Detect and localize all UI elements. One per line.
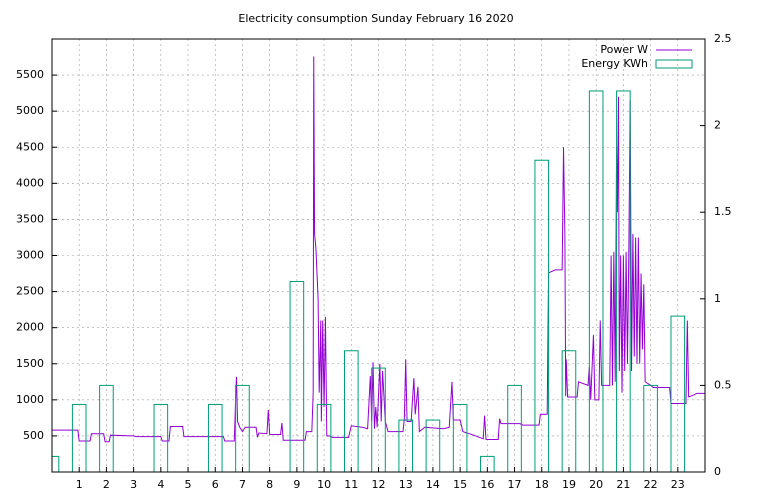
- y2-tick-label: 0: [714, 465, 721, 478]
- y-tick-label: 3000: [16, 249, 44, 262]
- y-tick-label: 500: [23, 429, 44, 442]
- x-tick-label: 6: [212, 478, 219, 491]
- y2-tick-label: 1: [714, 292, 721, 305]
- x-tick-label: 16: [480, 478, 494, 491]
- legend-label: Energy KWh: [581, 57, 648, 70]
- y-tick-label: 4000: [16, 176, 44, 189]
- energy-box: [289, 280, 305, 472]
- chart-title: Electricity consumption Sunday February …: [238, 12, 513, 25]
- y-tick-label: 3500: [16, 212, 44, 225]
- x-tick-label: 9: [293, 478, 300, 491]
- x-tick-label: 20: [589, 478, 603, 491]
- x-tick-label: 12: [372, 478, 386, 491]
- y2-tick-label: 0.5: [714, 378, 732, 391]
- x-tick-label: 1: [76, 478, 83, 491]
- y-tick-label: 5000: [16, 104, 44, 117]
- x-tick-label: 4: [157, 478, 164, 491]
- y-tick-label: 2000: [16, 321, 44, 334]
- y-tick-label: 5500: [16, 68, 44, 81]
- energy-box: [398, 419, 414, 472]
- x-tick-label: 21: [616, 478, 630, 491]
- x-tick-label: 14: [426, 478, 440, 491]
- x-tick-label: 18: [535, 478, 549, 491]
- energy-box: [616, 90, 631, 472]
- y2-tick-label: 1.5: [714, 205, 732, 218]
- x-tick-label: 10: [317, 478, 331, 491]
- x-tick-label: 13: [399, 478, 413, 491]
- x-tick-label: 22: [644, 478, 658, 491]
- x-tick-label: 3: [130, 478, 137, 491]
- y2-tick-label: 2.5: [714, 32, 732, 45]
- y2-tick-label: 2: [714, 119, 721, 132]
- x-tick-label: 5: [185, 478, 192, 491]
- y-tick-label: 4500: [16, 140, 44, 153]
- x-tick-label: 2: [103, 478, 110, 491]
- energy-box: [670, 315, 686, 472]
- x-tick-label: 15: [453, 478, 467, 491]
- y-tick-label: 1000: [16, 393, 44, 406]
- legend-swatch: [655, 59, 693, 69]
- power-line: [52, 56, 705, 443]
- grid: [52, 39, 705, 472]
- x-tick-label: 7: [239, 478, 246, 491]
- energy-box: [425, 419, 441, 472]
- x-tick-label: 11: [344, 478, 358, 491]
- energy-box: [588, 90, 604, 472]
- y-tick-label: 2500: [16, 285, 44, 298]
- x-tick-label: 19: [562, 478, 576, 491]
- energy-box: [561, 350, 577, 472]
- legend-label: Power W: [600, 43, 648, 56]
- labels: 1 2 3 4 5 6 7 8 9 10 11 12 13 14 15 16 17 18 19 20 21 22 23500…: [16, 32, 732, 491]
- x-tick-label: 8: [266, 478, 273, 491]
- x-tick-label: 17: [508, 478, 522, 491]
- y-tick-label: 1500: [16, 357, 44, 370]
- x-tick-label: 23: [671, 478, 685, 491]
- energy-box: [343, 350, 359, 472]
- energy-box: [534, 159, 550, 472]
